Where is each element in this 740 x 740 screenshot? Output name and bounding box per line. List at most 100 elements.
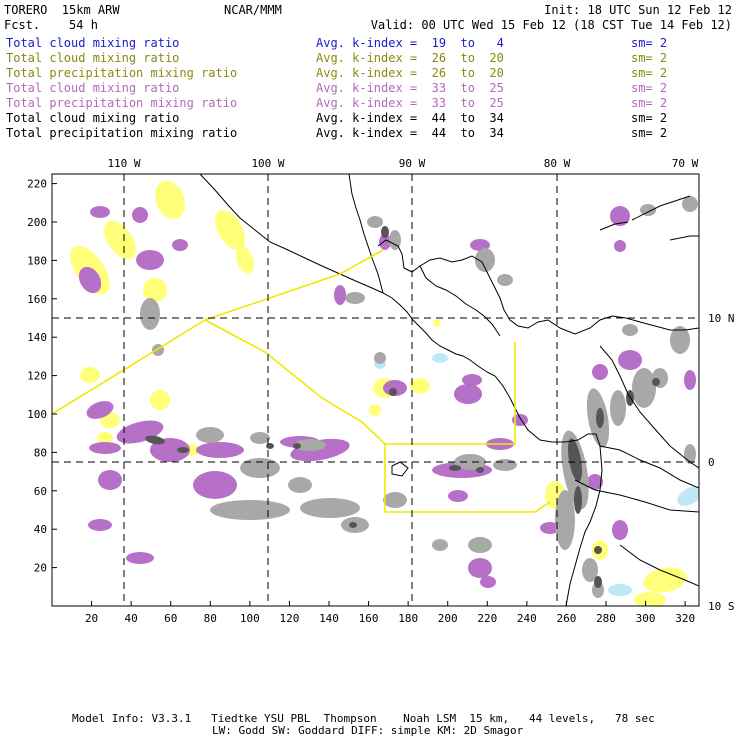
y-tick-label: 100 xyxy=(27,408,47,421)
forecast-hour: Fcst. 54 h xyxy=(4,18,98,32)
legend-smoothing: sm= 2 xyxy=(631,36,668,50)
cloud-blob xyxy=(136,250,164,270)
cloud-blob xyxy=(622,324,638,336)
cloud-blob xyxy=(592,582,604,598)
cloud-blob xyxy=(618,350,642,370)
cloud-blob xyxy=(89,442,121,454)
cloud-blob xyxy=(594,546,602,554)
cloud-blob xyxy=(143,278,167,302)
cloud-blob xyxy=(126,552,154,564)
longitude-label: 80 W xyxy=(544,157,571,170)
cloud-blob xyxy=(78,266,102,294)
legend-row: Total cloud mixing ratio Avg. k-index = 1… xyxy=(6,36,736,51)
cloud-blob xyxy=(634,592,666,606)
y-tick-label: 220 xyxy=(27,178,47,191)
legend-row: Total cloud mixing ratio Avg. k-index = 4… xyxy=(6,111,736,126)
y-tick-label: 140 xyxy=(27,331,47,344)
cloud-blob xyxy=(90,206,110,218)
latitude-label: 10 S xyxy=(708,600,735,613)
x-tick-label: 20 xyxy=(85,612,98,625)
cloud-blob xyxy=(345,292,365,304)
cloud-blob xyxy=(643,567,687,593)
x-tick-label: 180 xyxy=(398,612,418,625)
cloud-blob xyxy=(80,367,100,383)
cloud-blob xyxy=(684,444,696,464)
cloud-blob xyxy=(97,432,113,444)
cloud-blob xyxy=(610,206,630,226)
cloud-blob xyxy=(468,537,492,553)
legend-field-label: Total cloud mixing ratio xyxy=(6,51,180,65)
cloud-blob xyxy=(596,408,604,428)
x-tick-label: 280 xyxy=(596,612,616,625)
cloud-blob xyxy=(497,274,513,286)
cloud-blob xyxy=(682,196,698,212)
coastline-layer xyxy=(199,174,699,606)
x-tick-label: 300 xyxy=(636,612,656,625)
cloud-blob xyxy=(594,576,602,588)
legend-smoothing: sm= 2 xyxy=(631,126,668,140)
x-tick-label: 260 xyxy=(556,612,576,625)
cloud-blob xyxy=(293,443,301,449)
cloud-blob xyxy=(449,465,461,471)
x-tick-label: 200 xyxy=(438,612,458,625)
x-tick-label: 220 xyxy=(477,612,497,625)
cloud-blob xyxy=(582,558,598,582)
cloud-blob xyxy=(592,364,608,380)
cloud-blob xyxy=(381,226,389,238)
cloud-blob xyxy=(172,239,188,251)
cloud-blob xyxy=(608,584,632,596)
valid-time: Valid: 00 UTC Wed 15 Feb 12 (18 CST Tue … xyxy=(370,18,732,32)
cloud-blob xyxy=(379,234,391,250)
colombia-border xyxy=(599,445,699,489)
cloud-blob xyxy=(266,443,274,449)
galapagos-islands xyxy=(391,461,409,477)
legend-field-label: Total cloud mixing ratio xyxy=(6,36,180,50)
x-tick-label: 140 xyxy=(319,612,339,625)
cloud-blob xyxy=(86,401,114,419)
cloud-blob xyxy=(155,180,185,220)
cloud-blob xyxy=(236,246,254,274)
cloud-blob xyxy=(240,458,280,478)
cloud-blob xyxy=(288,477,312,493)
cloud-blob xyxy=(210,500,290,520)
cloud-blob xyxy=(410,378,430,394)
legend-field-label: Total cloud mixing ratio xyxy=(6,111,180,125)
y-tick-label: 120 xyxy=(27,370,47,383)
cloud-blob xyxy=(540,522,560,534)
init-time: Init: 18 UTC Sun 12 Feb 12 xyxy=(544,3,732,17)
cloud-blob xyxy=(300,498,360,518)
box-line-north xyxy=(52,249,384,415)
legend-k-index: Avg. k-index = 44 to 34 xyxy=(316,126,504,140)
box-line-east xyxy=(385,342,516,445)
model-info: Model Info: V3.3.1 Tiedtke YSU PBL Thomp… xyxy=(72,712,655,725)
map-frame xyxy=(51,173,700,607)
cloud-blob xyxy=(448,490,468,502)
center-name: NCAR/MMM xyxy=(224,3,282,17)
cloud-blob xyxy=(294,439,326,451)
legend-k-index: Avg. k-index = 26 to 20 xyxy=(316,51,504,65)
legend-row: Total cloud mixing ratio Avg. k-index = 3… xyxy=(6,81,736,96)
y-tick-label: 20 xyxy=(34,562,47,575)
legend-smoothing: sm= 2 xyxy=(631,96,668,110)
map-axes: 110 W 100 W 90 W 80 W 70 W 10 N 0 10 S 20 40 60 80 1… xyxy=(27,157,734,625)
x-tick-label: 120 xyxy=(279,612,299,625)
jamaica-coast xyxy=(599,221,629,231)
cloud-blob xyxy=(587,474,603,490)
cloud-blob xyxy=(433,319,441,327)
cloud-blob xyxy=(610,390,626,426)
cloud-blob xyxy=(574,486,582,514)
legend-row: Total precipitation mixing ratio Avg. k-i… xyxy=(6,66,736,81)
legend-smoothing: sm= 2 xyxy=(631,66,668,80)
cloud-blob xyxy=(367,216,383,228)
analysis-boxes xyxy=(52,249,551,513)
yellow-cloud-layer xyxy=(70,180,687,606)
cloud-blob xyxy=(612,520,628,540)
cloud-blob xyxy=(454,454,486,470)
caribbean-coastline xyxy=(377,239,699,335)
cloud-blob xyxy=(555,490,575,550)
longitude-label: 100 W xyxy=(251,157,284,170)
cloud-blob xyxy=(684,370,696,390)
cloud-blob xyxy=(476,467,484,473)
ecuador-peru-border xyxy=(574,479,699,513)
legend-field-label: Total precipitation mixing ratio xyxy=(6,66,238,80)
